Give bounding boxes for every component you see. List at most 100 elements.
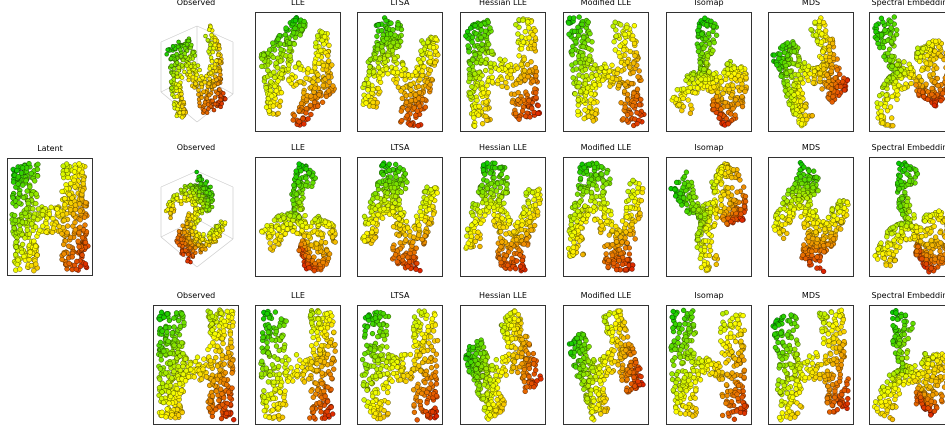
data-point [796, 57, 802, 63]
data-point [934, 75, 941, 82]
data-point [200, 208, 205, 214]
data-point [392, 193, 399, 200]
data-point [695, 48, 702, 55]
data-point [827, 36, 833, 43]
subplot-title: Latent [37, 144, 63, 153]
data-point [210, 49, 216, 55]
data-point [272, 238, 278, 244]
data-point [72, 184, 78, 190]
data-point [622, 104, 628, 110]
data-point [393, 174, 399, 180]
data-point [290, 197, 296, 203]
data-point [278, 71, 285, 77]
data-point [79, 235, 86, 241]
data-point [211, 107, 217, 113]
data-point [634, 109, 640, 116]
data-point [377, 69, 383, 76]
subplot-panel: Latent [7, 144, 93, 276]
data-point [26, 160, 32, 167]
data-point [286, 62, 292, 68]
data-point [795, 62, 801, 69]
data-point [739, 103, 746, 110]
data-point [384, 35, 390, 42]
data-point [82, 239, 89, 246]
subplot-title: MDS [801, 0, 821, 7]
data-point [697, 60, 703, 66]
data-point [638, 96, 644, 103]
data-point [386, 178, 393, 184]
data-point [326, 58, 332, 64]
data-point [374, 182, 381, 189]
data-point [634, 93, 640, 99]
subplot-title: LTSA [390, 143, 410, 152]
data-point [269, 93, 275, 99]
data-point [940, 90, 945, 96]
axes-frame [666, 12, 752, 132]
data-point [366, 69, 372, 75]
data-point [374, 33, 380, 39]
data-point [277, 41, 284, 47]
data-point [315, 77, 321, 83]
data-point [204, 110, 210, 116]
data-point [263, 85, 269, 91]
data-point [817, 70, 823, 76]
data-point [630, 60, 637, 66]
data-point [585, 85, 591, 91]
data-point [383, 17, 389, 24]
data-point [67, 207, 74, 213]
data-point [826, 47, 832, 53]
data-point [698, 76, 704, 82]
data-point [575, 84, 581, 90]
data-point [428, 195, 434, 202]
data-point [416, 89, 423, 96]
data-point [199, 246, 205, 252]
data-point [175, 106, 180, 112]
data-point [208, 55, 214, 60]
data-point [198, 181, 204, 187]
data-point [296, 199, 302, 206]
data-point [882, 104, 888, 110]
data-point [403, 218, 410, 225]
data-point [323, 93, 330, 100]
data-point [308, 111, 314, 118]
data-point [164, 52, 169, 57]
data-point [931, 102, 938, 108]
data-point [385, 71, 391, 77]
data-point [186, 235, 192, 241]
data-point [197, 103, 203, 109]
data-point [397, 222, 403, 228]
data-point [882, 27, 888, 33]
data-point [185, 252, 191, 257]
data-point [513, 81, 519, 87]
data-point [370, 99, 376, 106]
data-point [188, 182, 193, 188]
data-point [617, 53, 623, 60]
data-point [13, 244, 19, 250]
data-point [270, 40, 276, 46]
data-point [933, 38, 939, 44]
data-point [838, 84, 844, 90]
data-point [723, 115, 730, 122]
data-point [884, 77, 890, 84]
data-point [793, 111, 799, 117]
data-point [908, 71, 914, 77]
data-point [298, 241, 304, 248]
data-point [879, 120, 886, 126]
data-point [580, 52, 586, 59]
data-point [689, 76, 695, 82]
data-point [79, 169, 85, 175]
data-point [324, 248, 330, 254]
data-point [72, 202, 79, 208]
data-point [834, 67, 840, 73]
data-point [422, 218, 428, 224]
data-point [170, 72, 176, 78]
data-point [66, 191, 72, 198]
data-point [391, 185, 398, 191]
data-point [420, 56, 427, 62]
data-point [402, 232, 409, 238]
data-point [687, 110, 694, 116]
data-point [915, 45, 921, 51]
data-point [407, 92, 414, 98]
data-point [308, 242, 315, 248]
data-point [466, 49, 472, 55]
